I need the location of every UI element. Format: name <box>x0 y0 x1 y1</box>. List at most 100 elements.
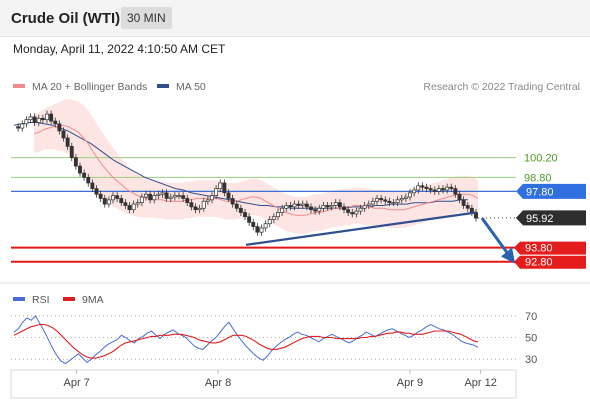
candle <box>106 196 111 208</box>
candle-body <box>181 195 186 199</box>
candle-body <box>201 200 206 209</box>
candle <box>271 213 276 224</box>
price-tag-92.80 <box>514 255 586 269</box>
candle <box>49 110 54 125</box>
support-trendline <box>245 211 477 246</box>
candle <box>185 194 190 207</box>
candle <box>362 201 367 212</box>
candle-body <box>222 182 227 194</box>
candle <box>337 199 342 211</box>
candle-body <box>16 126 21 129</box>
candle <box>350 208 355 218</box>
candle <box>449 183 454 193</box>
candle <box>90 179 95 193</box>
candle-body <box>424 186 429 189</box>
candle <box>131 200 136 214</box>
candle-body <box>40 117 45 121</box>
x-tick-label-Apr-12: Apr 12 <box>464 377 496 389</box>
candle-body <box>189 202 194 208</box>
candle-body <box>321 205 326 209</box>
candle <box>164 189 169 202</box>
price-tag-93.80 <box>514 241 586 255</box>
candle-body <box>399 198 404 201</box>
candle-body <box>247 216 252 223</box>
candle-body <box>197 207 202 211</box>
candle-body <box>337 202 342 208</box>
candle <box>57 120 62 135</box>
ma20-line <box>33 124 479 216</box>
price-tag-97.80 <box>516 183 586 199</box>
candle <box>234 200 239 212</box>
candle-body <box>36 117 41 123</box>
ma50-line <box>13 122 468 209</box>
candle-body <box>280 207 285 213</box>
candle-body <box>366 203 371 206</box>
legend-swatch-ma20 <box>13 84 25 88</box>
candle <box>333 199 338 209</box>
candle <box>387 197 392 207</box>
candle <box>127 201 132 214</box>
instrument-title: Crude Oil (WTI) <box>11 10 121 27</box>
candle-body <box>214 188 219 196</box>
candle <box>280 204 285 217</box>
rsi-tick-50: 50 <box>525 333 537 345</box>
candle <box>139 193 144 207</box>
candle <box>296 200 301 209</box>
candle-body <box>78 165 82 174</box>
candle-body <box>135 202 140 205</box>
candle <box>115 192 120 202</box>
candle-body <box>230 198 235 205</box>
candle <box>259 224 264 236</box>
candle <box>284 201 289 212</box>
candle-body <box>144 193 148 198</box>
candle-body <box>45 113 49 121</box>
x-tick-label-Apr-9: Apr 9 <box>397 377 423 389</box>
candle <box>276 208 280 221</box>
candle <box>457 190 462 204</box>
candle <box>28 113 33 124</box>
candle-body <box>313 209 318 212</box>
candle-body <box>325 205 330 208</box>
candle-body <box>292 203 297 208</box>
candle <box>313 206 318 215</box>
candle-body <box>271 216 276 220</box>
candle-body <box>94 188 99 195</box>
candle <box>210 192 214 204</box>
candle-body <box>428 188 433 191</box>
forecast-arrow-head <box>501 247 515 264</box>
candle-body <box>387 200 392 204</box>
candle-body <box>164 192 169 199</box>
candle-body <box>461 199 466 206</box>
rsi-tick-30: 30 <box>525 354 537 366</box>
candle-body <box>73 157 78 167</box>
timeframe-badge[interactable]: 30 MIN <box>121 7 172 29</box>
timestamp: Monday, April 11, 2022 4:10:50 AM CET <box>13 42 226 56</box>
forecast-arrow-shaft <box>480 217 509 254</box>
candle <box>36 114 41 127</box>
candle <box>152 192 157 204</box>
candle <box>395 196 400 207</box>
candle <box>135 199 140 208</box>
candle-body <box>346 209 351 213</box>
candle-body <box>119 198 124 204</box>
candle <box>325 201 330 211</box>
candle <box>354 207 359 218</box>
candle-body <box>432 189 437 192</box>
header-bar: Crude Oil (WTI) 30 MIN <box>0 0 590 37</box>
candle <box>251 218 256 231</box>
candle <box>82 169 87 181</box>
level-label-98.80: 98.80 <box>524 172 552 184</box>
candle-body <box>234 203 239 209</box>
candle <box>94 185 99 198</box>
candle <box>247 213 252 226</box>
candle-body <box>20 123 25 129</box>
candle <box>375 194 379 205</box>
candle <box>346 206 351 217</box>
candle-body <box>259 227 264 233</box>
candle-body <box>445 186 450 191</box>
candle <box>461 196 466 209</box>
candle <box>16 123 21 132</box>
candle <box>205 196 210 205</box>
candle-body <box>106 199 111 205</box>
